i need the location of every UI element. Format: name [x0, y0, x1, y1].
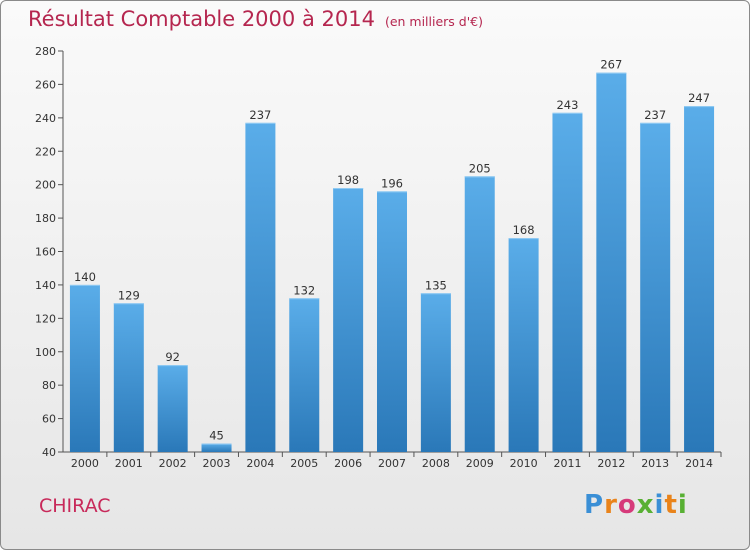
data-label-2012: 267 [600, 58, 622, 72]
data-label-2009: 205 [469, 161, 491, 175]
logo-letter: i [677, 490, 688, 520]
x-tick-label: 2013 [641, 457, 669, 470]
bar-2010 [508, 238, 539, 452]
x-tick-label: 2006 [334, 457, 362, 470]
bar-2013 [640, 122, 671, 453]
bar-2000 [69, 284, 100, 452]
commune-name: CHIRAC [39, 495, 111, 517]
x-tick-label: 2012 [597, 457, 625, 470]
bar-2012 [596, 72, 627, 453]
x-tick-label: 2002 [159, 457, 187, 470]
data-label-2007: 196 [381, 176, 403, 190]
logo-letter: P [584, 490, 605, 520]
x-tick-label: 2004 [246, 457, 274, 470]
bar-2004 [245, 122, 276, 453]
y-tick-label: 240 [35, 112, 56, 125]
chart-subtitle: (en milliers d'€) [384, 14, 483, 29]
y-tick-label: 80 [42, 379, 56, 392]
data-labels: 140 129 92 45 237 132 198 196 135 205 168 243 267 237… [74, 58, 710, 443]
y-tick-label: 160 [35, 246, 56, 259]
bar-2009 [464, 176, 495, 452]
bar-2006 [333, 188, 364, 452]
logo-letter: o [617, 490, 637, 520]
y-tick-label: 140 [35, 279, 56, 292]
data-label-2008: 135 [425, 278, 447, 292]
x-tick-label: 2005 [290, 457, 318, 470]
y-tick-label: 60 [42, 413, 56, 426]
data-label-2001: 129 [118, 288, 140, 302]
bar-2002 [157, 365, 188, 452]
y-tick-label: 180 [35, 212, 56, 225]
x-tick-label: 2011 [553, 457, 581, 470]
bar-2008 [420, 293, 451, 452]
data-label-2003: 45 [209, 429, 224, 443]
data-label-2014: 247 [688, 91, 710, 105]
x-tick-label: 2014 [685, 457, 713, 470]
proxiti-logo: Proxiti [584, 490, 688, 520]
logo-letter: x [636, 490, 655, 520]
bar-2014 [684, 106, 715, 452]
bar-2003 [201, 443, 232, 452]
chart-title: Résultat Comptable 2000 à 2014 (en millie… [28, 7, 483, 31]
data-label-2000: 140 [74, 270, 96, 284]
x-tick-label: 2003 [203, 457, 231, 470]
bars [69, 72, 715, 453]
data-label-2013: 237 [644, 108, 666, 122]
x-tick-label: 2007 [378, 457, 406, 470]
data-label-2005: 132 [293, 283, 315, 297]
y-tick-label: 260 [35, 78, 56, 91]
y-tick-label: 120 [35, 312, 56, 325]
x-tick-label: 2000 [71, 457, 99, 470]
y-tick-label: 200 [35, 179, 56, 192]
x-tick-label: 2008 [422, 457, 450, 470]
x-tick-label: 2001 [115, 457, 143, 470]
data-label-2010: 168 [513, 223, 535, 237]
logo-letter: i [654, 490, 665, 520]
data-label-2004: 237 [249, 108, 271, 122]
bar-2007 [377, 191, 407, 452]
axes: 40 60 80 100 120 140 160 180 200 220 240 260 280 2000… [35, 45, 722, 470]
bar-2011 [552, 112, 583, 452]
y-tick-label: 280 [35, 45, 56, 58]
x-tick-label: 2010 [510, 457, 538, 470]
x-tick-label: 2009 [466, 457, 494, 470]
bar-2005 [289, 298, 320, 452]
logo-letter: r [604, 490, 618, 520]
y-tick-label: 220 [35, 145, 56, 158]
data-label-2002: 92 [165, 350, 180, 364]
data-label-2011: 243 [556, 98, 578, 112]
logo-letter: t [664, 490, 678, 520]
y-tick-label: 40 [42, 446, 56, 459]
data-label-2006: 198 [337, 173, 359, 187]
bar-2001 [113, 303, 144, 452]
y-tick-label: 100 [35, 346, 56, 359]
